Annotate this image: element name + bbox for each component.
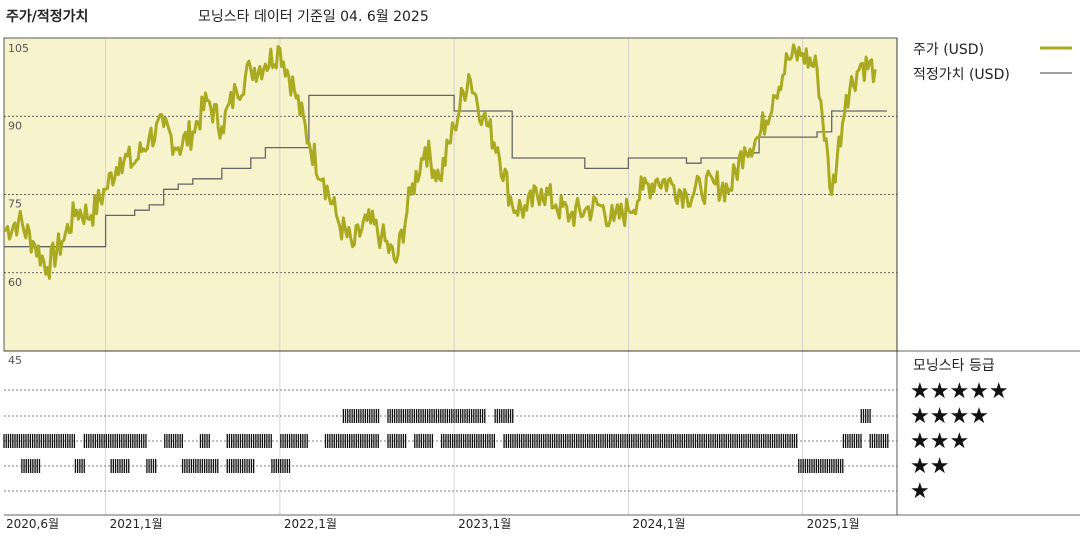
y-tick-label: 105	[8, 42, 29, 55]
x-tick-label: 2023,1월	[458, 517, 511, 531]
rating-history-bars	[3, 409, 889, 473]
x-tick-label: 2024,1월	[632, 517, 685, 531]
x-tick-label: 2021,1월	[110, 517, 163, 531]
chart-legend: 주가 (USD) 적정가치 (USD)	[913, 42, 1072, 83]
star-rating-label: ★★★★★	[910, 379, 1009, 404]
legend-fair-value-label: 적정가치 (USD)	[913, 67, 1010, 83]
chart-title: 주가/적정가치	[6, 9, 89, 25]
x-tick-label: 2020,6월	[6, 517, 59, 531]
star-rating-label: ★★★	[910, 429, 969, 454]
y-tick-label: 60	[8, 276, 22, 289]
star-rating-label: ★★	[910, 454, 949, 479]
star-rating-legend: ★★★★★★★★★★★★★★★	[910, 379, 1009, 504]
price-series-line	[3, 43, 877, 280]
x-tick-label: 2022,1월	[284, 517, 337, 531]
y-tick-label: 90	[8, 119, 22, 132]
x-tick-labels: 2020,6월 2021,1월 2022,1월 2023,1월 2024,1월 2025,…	[6, 517, 860, 531]
star-rating-label: ★	[910, 479, 930, 504]
x-tick-label: 2025,1월	[807, 517, 860, 531]
rating-panel-title: 모닝스타 등급	[913, 358, 995, 374]
data-date-subtitle: 모닝스타 데이터 기준일 04. 6월 2025	[198, 9, 429, 25]
y-tick-label: 45	[8, 354, 22, 367]
y-tick-labels: 105 90 75 60 45	[8, 42, 29, 367]
y-tick-label: 75	[8, 198, 22, 211]
star-rating-label: ★★★★	[910, 404, 989, 429]
legend-price-label: 주가 (USD)	[913, 42, 984, 58]
